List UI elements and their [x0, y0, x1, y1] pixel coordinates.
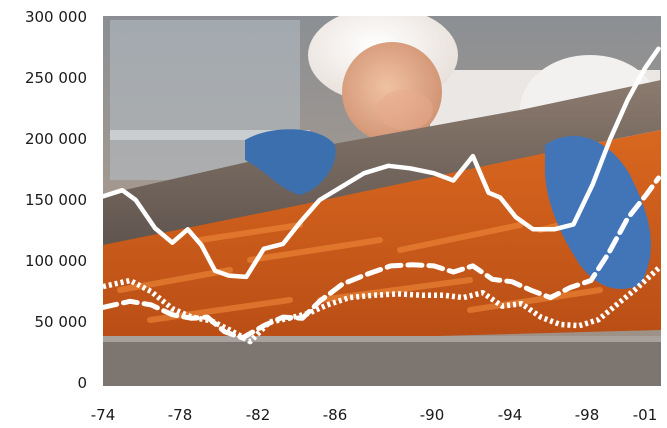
background-photo [103, 16, 661, 386]
x-tick-label: -82 [246, 406, 271, 424]
photo-front-rail [103, 340, 661, 386]
y-tick-label: 150 000 [25, 191, 87, 209]
photo-worker-cheek [377, 90, 433, 130]
x-tick-label: -74 [91, 406, 116, 424]
x-tick-label: -94 [498, 406, 523, 424]
x-tick-label: -90 [420, 406, 445, 424]
y-tick-label: 300 000 [25, 8, 87, 26]
series-line-solid [103, 46, 661, 280]
y-tick-label: 200 000 [25, 130, 87, 148]
photo-left-glove [245, 129, 336, 195]
photo-tray-edge [103, 80, 661, 250]
x-tick-label: -98 [575, 406, 600, 424]
photo-front-rail-highlight [103, 336, 661, 342]
y-tick-label: 250 000 [25, 69, 87, 87]
series-line-dotted [103, 266, 661, 345]
y-tick-label: 100 000 [25, 252, 87, 270]
photo-right-glove [545, 136, 651, 289]
x-tick-label: -78 [168, 406, 193, 424]
y-tick-label: 0 [77, 374, 87, 392]
y-axis: 0 50 000 100 000 150 000 200 000 250 000… [25, 8, 87, 392]
y-tick-label: 50 000 [35, 313, 88, 331]
series-layer [103, 46, 661, 345]
photo-carrots [103, 130, 661, 345]
x-tick-label: -86 [323, 406, 348, 424]
x-tick-label: -01 [633, 406, 658, 424]
photo-pipe [110, 130, 310, 140]
x-axis: -74 -78 -82 -86 -90 -94 -98 -01 [91, 406, 658, 424]
